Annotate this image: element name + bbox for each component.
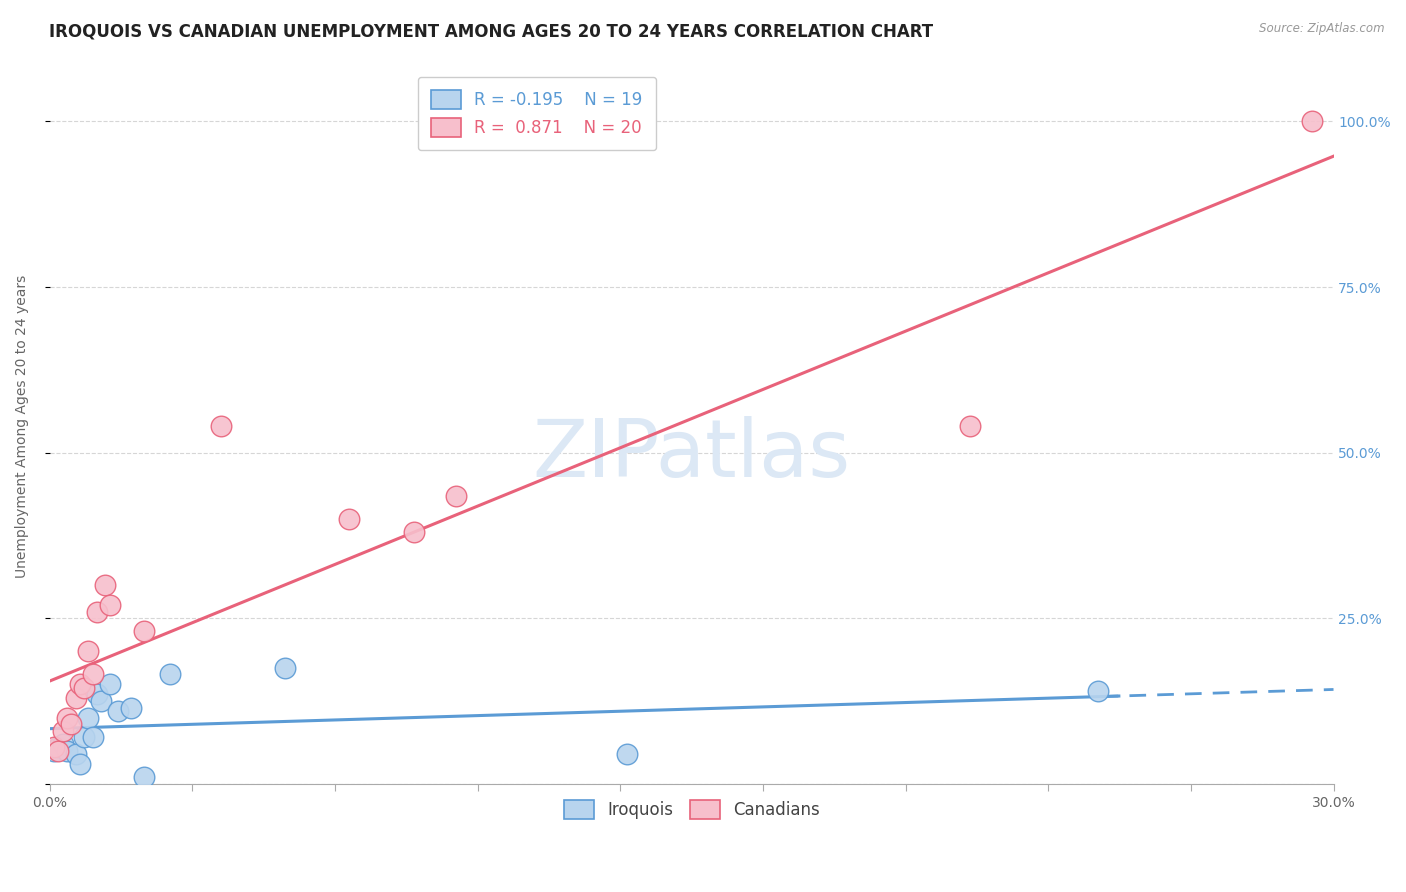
Point [69, 677, 91, 691]
Point [73, 731, 96, 745]
Point [98, 677, 121, 691]
Point [56, 744, 79, 758]
Point [73, 681, 96, 695]
Point [48, 740, 70, 755]
Point [82, 731, 104, 745]
Legend: Iroquois, Canadians: Iroquois, Canadians [557, 793, 827, 825]
Point [42, 740, 65, 755]
Point [65, 690, 87, 705]
Point [86, 687, 108, 701]
Point [94, 578, 117, 592]
Point [274, 661, 297, 675]
Point [107, 704, 129, 718]
Point [48, 744, 70, 758]
Text: IROQUOIS VS CANADIAN UNEMPLOYMENT AMONG AGES 20 TO 24 YEARS CORRELATION CHART: IROQUOIS VS CANADIAN UNEMPLOYMENT AMONG … [49, 22, 934, 40]
Point [42, 744, 65, 758]
Point [959, 419, 981, 434]
Point [616, 747, 638, 761]
Point [65, 747, 87, 761]
Point [337, 512, 360, 526]
Point [60, 717, 83, 731]
Point [56, 710, 79, 724]
Point [77, 644, 100, 658]
Point [446, 489, 468, 503]
Point [402, 525, 425, 540]
Point [1301, 114, 1323, 128]
Text: Source: ZipAtlas.com: Source: ZipAtlas.com [1260, 22, 1385, 36]
Point [132, 770, 155, 784]
Point [82, 667, 104, 681]
Point [86, 605, 108, 619]
Point [52, 737, 75, 751]
Point [90, 694, 112, 708]
Point [69, 756, 91, 771]
Point [52, 723, 75, 738]
Y-axis label: Unemployment Among Ages 20 to 24 years: Unemployment Among Ages 20 to 24 years [15, 275, 30, 578]
Text: ZIPatlas: ZIPatlas [533, 416, 851, 494]
Point [159, 667, 181, 681]
Point [98, 598, 121, 612]
Point [120, 700, 142, 714]
Point [132, 624, 155, 639]
Point [77, 710, 100, 724]
Point [209, 419, 232, 434]
Point [1087, 684, 1109, 698]
